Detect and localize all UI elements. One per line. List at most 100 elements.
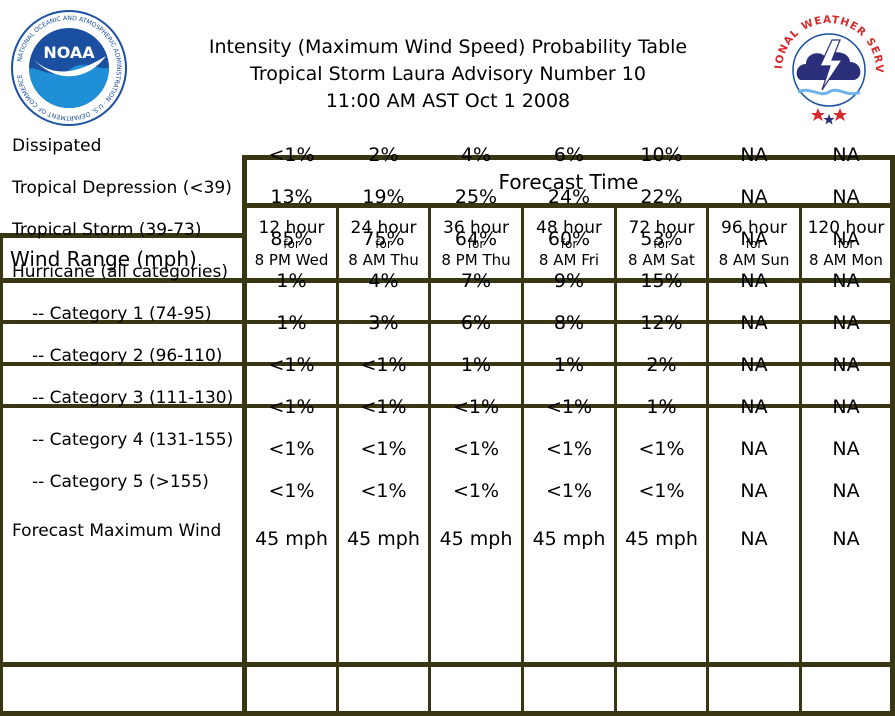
value-cell: 3% [368,312,399,334]
noaa-logo-text: NOAA [43,43,95,62]
value-cell: 9% [553,270,585,292]
column-hour: 96 hour [721,218,787,238]
title-line-1: Intensity (Maximum Wind Speed) Probabili… [208,36,688,58]
value-cell: 1% [553,354,585,376]
value-cell: 12% [640,312,683,334]
table-rule [0,233,3,716]
table-rule [890,155,895,716]
value-cell: NA [740,354,768,376]
value-cell: <1% [545,480,593,502]
value-cell: 1% [460,354,492,376]
column-header: 48 hour for 8 AM Fri [524,218,614,270]
value-cell: <1% [268,396,315,418]
table-rule [799,203,802,716]
value-cell: 10% [640,144,683,166]
value-cell: <1% [360,354,407,376]
value-cell: <1% [268,480,315,502]
value-cell: NA [832,144,860,166]
value-cell: 75% [362,228,405,250]
column-time: 8 AM Sun [718,251,790,269]
row-label: -- Category 1 (74-95) [32,304,212,324]
page-header: NATIONAL OCEANIC AND ATMOSPHERIC ADMINIS… [0,0,895,150]
value-cell: <1% [360,396,407,418]
value-cell: <1% [452,480,500,502]
value-cell: <1% [545,438,593,460]
value-cell: <1% [638,438,685,460]
value-cell: NA [832,438,860,460]
column-for: for [745,237,763,251]
column-hour: 72 hour [628,218,695,238]
forecast-time-header: Forecast Time [498,169,639,194]
noaa-logo: NATIONAL OCEANIC AND ATMOSPHERIC ADMINIS… [11,10,127,126]
value-cell: 8% [553,312,585,334]
value-cell: 45 mph [255,528,328,550]
nws-logo: NATIONAL WEATHER SERVICE [770,8,886,125]
column-time: 8 AM Fri [538,251,600,269]
value-cell: 1% [276,270,307,292]
value-cell: NA [832,396,860,418]
column-for: for [560,237,578,251]
value-cell: NA [740,396,768,418]
value-cell: 22% [640,186,683,208]
column-for: for [283,237,300,251]
value-cell: NA [740,312,768,334]
table-rule [0,278,895,283]
value-cell: NA [740,480,768,502]
column-header: 24 hour for 8 AM Thu [339,218,428,270]
value-cell: 4% [368,270,399,292]
value-cell: <1% [268,354,315,376]
value-cell: NA [832,480,860,502]
row-label: Tropical Depression (<39) [12,178,232,198]
row-label: Dissipated [12,136,102,156]
column-for: for [837,237,855,251]
table-rule [614,203,617,716]
row-label: -- Category 3 (111-130) [32,388,234,408]
column-time: 8 AM Thu [348,251,419,269]
value-cell: <1% [268,438,315,460]
value-cell: NA [740,270,768,292]
table-rule [0,320,895,324]
table-rule [242,203,895,208]
value-cell: 2% [368,144,399,166]
column-header: 120 hour for 8 AM Mon [802,218,890,270]
column-header: 12 hour for 8 PM Wed [247,218,336,270]
value-cell: NA [832,186,860,208]
value-cell: 1% [646,396,677,418]
value-cell: 6% [460,312,492,334]
value-cell: 1% [276,312,307,334]
row-label: Tropical Storm (39-73) [12,220,202,240]
table-rule [0,233,247,238]
column-hour: 36 hour [443,218,509,238]
page-title: Intensity (Maximum Wind Speed) Probabili… [150,34,746,115]
title-line-2: Tropical Storm Laura Advisory Number 10 [250,63,646,85]
table-rule [0,662,895,667]
value-cell: 7% [460,270,492,292]
value-cell: NA [740,144,768,166]
column-time: 8 PM Wed [254,251,329,269]
value-cell: NA [832,312,860,334]
table-rule [242,155,247,716]
value-cell: 24% [547,186,591,208]
value-cell: <1% [638,480,685,502]
value-cell: 85% [270,228,313,250]
column-time: 8 AM Mon [809,251,883,269]
row-label: -- Category 2 (96-110) [32,346,223,366]
column-header: 96 hour for 8 AM Sun [709,218,799,270]
table-rule [0,404,895,408]
value-cell: 4% [460,144,492,166]
value-cell: 15% [640,270,683,292]
column-hour: 48 hour [536,218,602,238]
value-cell: NA [832,228,860,250]
table-rule [0,362,895,366]
value-cell: NA [740,228,768,250]
value-cell: 45 mph [532,528,606,550]
value-cell: <1% [360,438,407,460]
column-for: for [467,237,485,251]
value-cell: NA [740,528,768,550]
column-header: 36 hour for 8 PM Thu [431,218,521,270]
row-label: Forecast Maximum Wind [12,521,222,541]
value-cell: <1% [452,438,500,460]
table-rule [706,203,709,716]
column-for: for [653,237,670,251]
table-rule [242,155,895,160]
